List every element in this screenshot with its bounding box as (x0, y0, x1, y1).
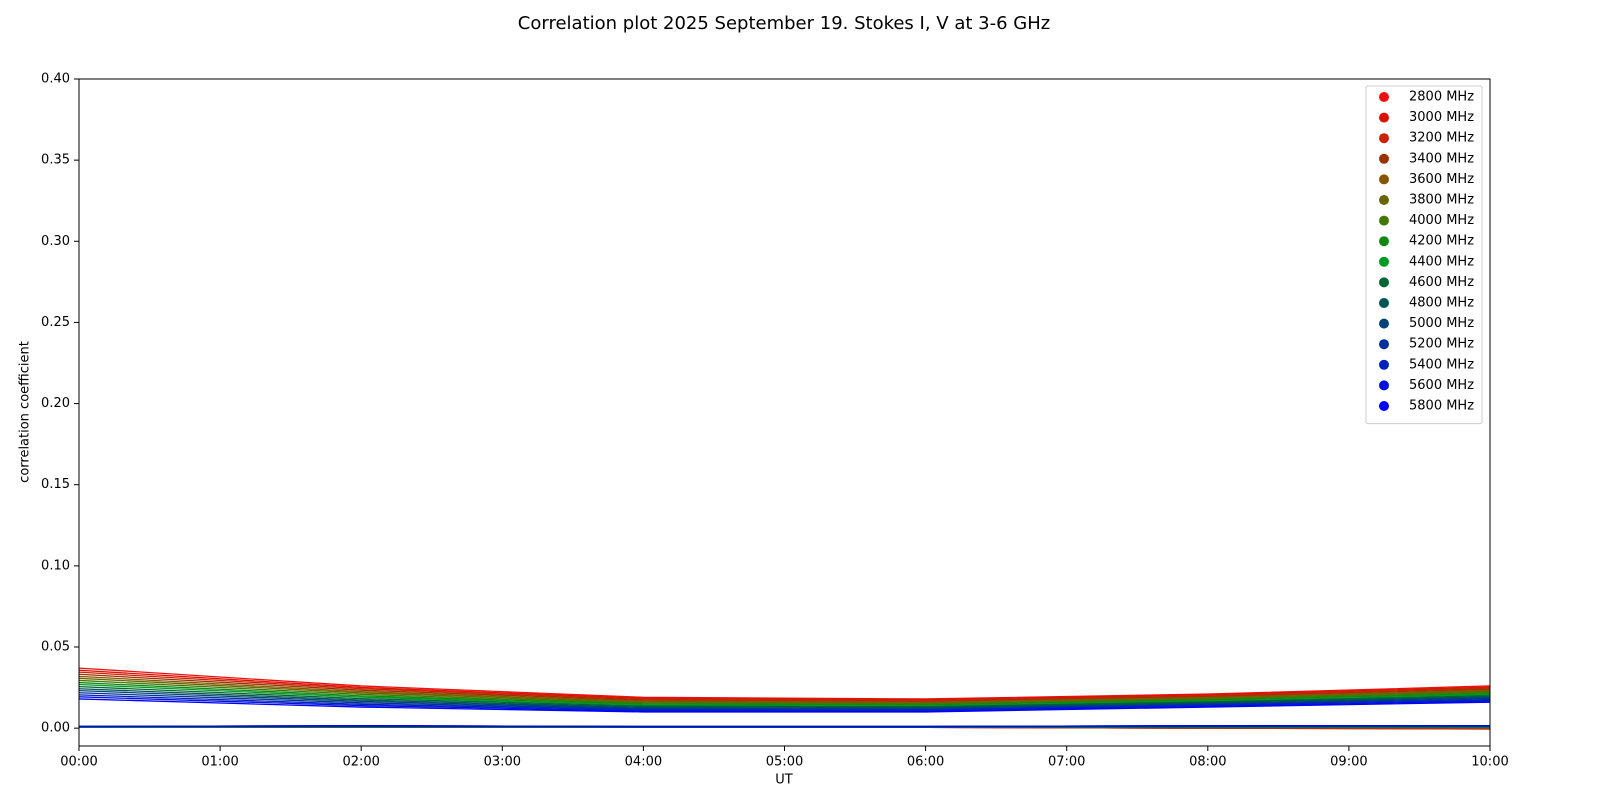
x-tick-label: 08:00 (1189, 755, 1226, 770)
legend-marker (1379, 339, 1389, 350)
stokes-i-line (78, 694, 1491, 711)
legend-label: 5600 MHz (1409, 378, 1474, 393)
stokes-i-line (78, 696, 1491, 712)
x-tick-label: 04:00 (625, 755, 662, 770)
stokes-i-line (78, 671, 1491, 702)
legend-label: 5200 MHz (1409, 337, 1474, 352)
legend-label: 4600 MHz (1409, 275, 1474, 290)
legend-marker (1379, 256, 1389, 267)
y-tick-label: 0.20 (41, 396, 70, 411)
y-tick-label: 0.40 (41, 72, 70, 87)
x-tick-label: 03:00 (484, 755, 521, 770)
legend-marker (1379, 174, 1389, 185)
y-axis-label: correlation coefficient (18, 341, 33, 483)
y-tick-label: 0.05 (41, 640, 70, 655)
legend-label: 4000 MHz (1409, 213, 1474, 228)
legend-marker (1379, 153, 1389, 164)
legend-label: 3000 MHz (1409, 110, 1474, 125)
y-tick-label: 0.15 (41, 477, 70, 492)
stokes-i-line (78, 690, 1491, 710)
legend-label: 2800 MHz (1409, 90, 1474, 105)
legend-marker (1379, 215, 1389, 226)
stokes-i-line (78, 675, 1491, 703)
stokes-i-line (78, 692, 1491, 710)
y-tick-label: 0.30 (41, 234, 70, 249)
legend-label: 4400 MHz (1409, 254, 1474, 269)
legend-marker (1379, 195, 1389, 205)
legend-marker (1379, 92, 1389, 102)
chart-title: Correlation plot 2025 September 19. Stok… (518, 13, 1050, 34)
x-tick-label: 02:00 (342, 755, 379, 770)
legend-marker (1379, 236, 1389, 247)
legend-marker (1379, 277, 1389, 288)
stokes-i-line (78, 688, 1491, 709)
y-tick-label: 0.00 (41, 721, 70, 736)
x-tick-label: 06:00 (907, 755, 944, 770)
legend-marker (1379, 112, 1389, 123)
stokes-i-line (78, 698, 1491, 713)
x-tick-label: 07:00 (1048, 755, 1085, 770)
legend-label: 5800 MHz (1409, 399, 1474, 414)
stokes-i-line (78, 677, 1491, 704)
legend-label: 3200 MHz (1409, 131, 1474, 146)
stokes-i-line (78, 667, 1491, 700)
stokes-i-line (78, 679, 1491, 705)
stokes-i-line (78, 685, 1491, 708)
y-tick-label: 0.35 (41, 153, 70, 168)
stokes-i-line (78, 681, 1491, 706)
legend-marker (1379, 401, 1389, 411)
legend-label: 4200 MHz (1409, 234, 1474, 249)
plot-frame (78, 78, 1491, 747)
x-tick-label: 01:00 (201, 755, 238, 770)
stokes-i-line (78, 683, 1491, 707)
legend: 2800 MHz 3000 MHz 3200 MHz 3400 MHz 3600 MHz… (1365, 85, 1483, 425)
x-tick-label: 09:00 (1330, 755, 1367, 770)
legend-marker (1379, 380, 1389, 391)
legend-marker (1379, 318, 1389, 329)
x-tick-label: 00:00 (60, 755, 97, 770)
legend-label: 3400 MHz (1409, 151, 1474, 166)
legend-box (1365, 85, 1483, 425)
legend-label: 5000 MHz (1409, 316, 1474, 331)
legend-marker (1379, 133, 1389, 144)
legend-marker (1379, 298, 1389, 308)
legend-label: 3800 MHz (1409, 193, 1474, 208)
stokes-v-line (78, 725, 1490, 728)
legend-label: 3600 MHz (1409, 172, 1474, 187)
stokes-i-line (78, 669, 1491, 701)
legend-marker (1379, 359, 1389, 370)
legend-label: 4800 MHz (1409, 296, 1474, 311)
y-tick-label: 0.10 (41, 558, 70, 573)
x-axis-label: UT (775, 773, 793, 788)
y-tick-label: 0.25 (41, 315, 70, 330)
stokes-i-line (78, 673, 1491, 703)
x-tick-label: 05:00 (766, 755, 803, 770)
x-tick-label: 10:00 (1471, 755, 1508, 770)
legend-label: 5400 MHz (1409, 357, 1474, 372)
